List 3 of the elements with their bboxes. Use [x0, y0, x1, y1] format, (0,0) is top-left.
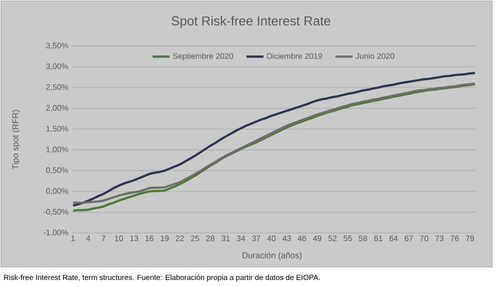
- x-axis-title: Duración (años): [242, 252, 302, 260]
- y-axis-title: Tipo spot (RFR): [12, 110, 20, 170]
- chart-title: Spot Risk-free Interest Rate: [172, 16, 330, 28]
